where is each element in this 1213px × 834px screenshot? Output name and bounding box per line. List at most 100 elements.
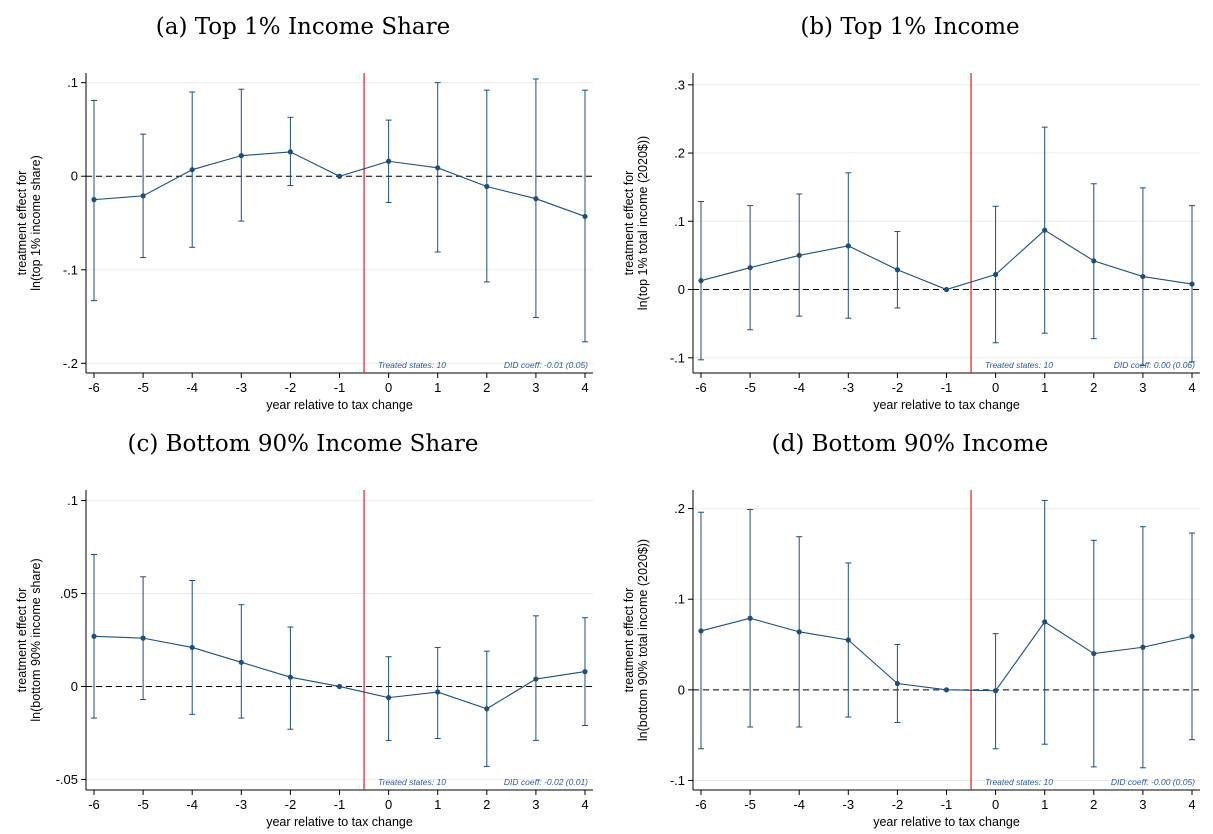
- estimate-point: [1042, 227, 1048, 233]
- x-tick-label: 0: [992, 380, 999, 395]
- estimate-point: [747, 615, 753, 621]
- x-tick-label: 1: [1041, 797, 1048, 812]
- panel-title: (b) Top 1% Income: [800, 14, 1020, 40]
- y-tick-label: -.2: [63, 356, 78, 371]
- x-tick-label: 0: [992, 797, 999, 812]
- x-tick-label: 1: [1041, 380, 1048, 395]
- treated-states-note: Treated states: 10: [378, 360, 446, 370]
- estimate-point: [533, 196, 539, 202]
- estimate-point: [1189, 281, 1195, 287]
- estimate-point: [993, 271, 999, 278]
- y-tick-label: .05: [60, 586, 78, 601]
- y-axis-title: ln(top 1% total income (2020$)): [636, 136, 650, 310]
- panel-title: (c) Bottom 90% Income Share: [127, 431, 479, 457]
- estimate-point: [894, 680, 900, 687]
- estimate-point: [189, 644, 195, 651]
- y-tick-label: 0: [678, 682, 685, 697]
- y-tick-label: -.1: [63, 262, 78, 277]
- x-tick-label: -2: [892, 380, 904, 395]
- estimate-point: [1091, 258, 1097, 264]
- x-tick-label: 2: [1090, 797, 1097, 812]
- x-tick-label: 3: [532, 797, 539, 812]
- estimate-point: [484, 706, 490, 712]
- x-axis-title: year relative to tax change: [266, 398, 413, 412]
- x-tick-label: 0: [385, 380, 392, 395]
- y-tick-label: .1: [67, 493, 78, 508]
- estimate-point: [796, 629, 802, 635]
- x-tick-label: -2: [285, 797, 297, 812]
- x-tick-label: 3: [532, 380, 539, 395]
- x-tick-label: -2: [892, 797, 904, 812]
- did-coeff-note: DID coeff: -0.01 (0.05): [504, 360, 588, 370]
- estimate-line: [93, 151, 586, 217]
- estimate-point: [1091, 650, 1097, 657]
- estimate-point: [796, 252, 802, 259]
- x-tick-label: -3: [236, 797, 248, 812]
- panel-b: (b) Top 1% Income -.1 0 .1 .2 .3 -6 -5 -4 -3 -2 -1…: [607, 0, 1213, 417]
- estimate-point: [238, 153, 244, 159]
- y-tick-label: .2: [674, 146, 685, 161]
- x-tick-label: -2: [285, 380, 297, 395]
- chart-b: -.1 0 .1 .2 .3 -6 -5 -4 -3 -2 -1 0 1 2 3 4 year relative…: [622, 73, 1200, 412]
- estimate-point: [1042, 619, 1048, 625]
- estimate-point: [140, 193, 146, 199]
- x-axis-title: year relative to tax change: [873, 815, 1020, 829]
- chart-a: -.2 -.1 0 .1 -6 -5 -4 -3 -2 -1 0 1 2 3 4 year relative …: [15, 73, 593, 412]
- estimate-line: [700, 617, 1193, 692]
- estimate-point: [189, 167, 195, 173]
- chart-c: -.05 0 .05 .1 -6 -5 -4 -3 -2 -1 0 1 2 3 4 year relative…: [15, 490, 593, 829]
- x-tick-label: 3: [1139, 380, 1146, 395]
- y-axis-title: treatment effect for: [15, 171, 29, 276]
- x-tick-label: 0: [385, 797, 392, 812]
- treated-states-note: Treated states: 10: [378, 777, 446, 787]
- y-tick-label: 0: [678, 282, 685, 297]
- x-tick-label: -6: [695, 797, 707, 812]
- estimate-point: [287, 674, 293, 680]
- x-tick-label: -3: [236, 380, 248, 395]
- estimate-point: [943, 687, 950, 693]
- y-axis-title: treatment effect for: [622, 171, 636, 276]
- y-axis-title: ln(bottom 90% income share): [29, 558, 43, 721]
- chart-d: -.1 0 .1 .2 -6 -5 -4 -3 -2 -1 0 1 2 3 4 year relative t…: [622, 490, 1200, 829]
- y-tick-label: .1: [674, 592, 685, 607]
- estimate-point: [533, 676, 539, 682]
- estimate-point: [91, 197, 97, 203]
- estimate-point: [91, 633, 97, 639]
- y-tick-label: .2: [674, 501, 685, 516]
- y-axis-title: treatment effect for: [15, 588, 29, 693]
- estimate-line: [700, 229, 1193, 291]
- panel-a: (a) Top 1% Income Share -.2 -.1 0.1 -6 -5 -4-…: [0, 0, 606, 417]
- estimate-point: [336, 173, 343, 179]
- did-coeff-note: DID coeff: 0.00 (0.06): [1114, 360, 1195, 370]
- panel-d: (d) Bottom 90% Income -.1 0 .1 .2 -6 -5 -4 -3 -2…: [607, 417, 1213, 834]
- y-axis-title: ln(bottom 90% total income (2020$)): [636, 539, 650, 741]
- estimate-point: [845, 243, 851, 249]
- estimate-point: [484, 183, 490, 190]
- y-tick-label: .1: [67, 75, 78, 90]
- x-tick-label: -5: [744, 380, 756, 395]
- y-tick-label: .3: [674, 77, 685, 92]
- estimate-point: [1140, 273, 1146, 280]
- x-tick-label: 2: [483, 380, 490, 395]
- y-tick-label: -.1: [670, 350, 685, 365]
- x-tick-label: -6: [88, 797, 100, 812]
- panel-title: (a) Top 1% Income Share: [155, 14, 451, 40]
- y-tick-label: -.05: [56, 772, 78, 787]
- x-tick-label: -6: [695, 380, 707, 395]
- x-tick-label: 4: [1188, 380, 1195, 395]
- x-tick-label: -1: [941, 797, 953, 812]
- x-axis-title: year relative to tax change: [266, 815, 413, 829]
- x-tick-label: -1: [941, 380, 953, 395]
- x-tick-label: 4: [1188, 797, 1195, 812]
- estimate-point: [386, 158, 392, 164]
- x-tick-label: 2: [1090, 380, 1097, 395]
- x-tick-label: 2: [483, 797, 490, 812]
- estimate-point: [993, 688, 999, 694]
- estimate-point: [435, 689, 441, 695]
- x-tick-label: 4: [581, 797, 588, 812]
- estimate-point: [698, 628, 704, 634]
- x-tick-label: -4: [793, 797, 805, 812]
- estimate-point: [1140, 644, 1146, 650]
- x-tick-label: -4: [186, 797, 198, 812]
- estimate-point: [1189, 633, 1195, 639]
